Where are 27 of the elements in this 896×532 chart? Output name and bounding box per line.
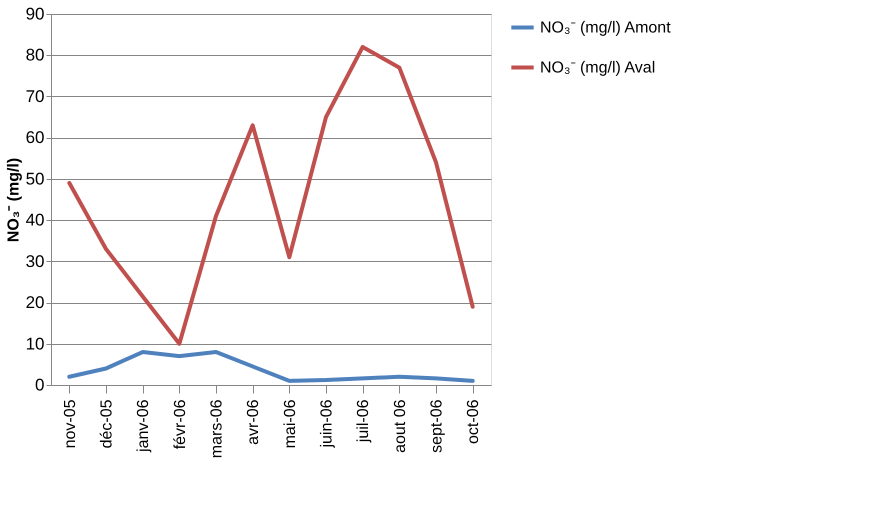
x-tick-label: sept-06 bbox=[428, 399, 446, 453]
y-tick-label: 20 bbox=[26, 293, 44, 312]
y-axis-title: NO₃⁻ (mg/l) bbox=[6, 158, 23, 242]
y-tick-label: 80 bbox=[26, 46, 44, 65]
x-tick-label: juil-06 bbox=[355, 399, 372, 444]
legend-label: NO₃⁻ (mg/l) Amont bbox=[540, 20, 672, 36]
line-series bbox=[67, 44, 475, 346]
y-tick-label: 70 bbox=[26, 86, 44, 106]
y-tick-label: 40 bbox=[26, 210, 44, 230]
x-tick-label: déc-05 bbox=[98, 399, 116, 448]
x-tick-label: juin-06 bbox=[318, 399, 336, 449]
x-tick-label: aout 06 bbox=[392, 399, 409, 453]
y-tick-label: 10 bbox=[26, 334, 44, 354]
x-tick-label: avr-06 bbox=[245, 399, 262, 445]
x-tick-label: févr-06 bbox=[172, 399, 189, 450]
y-tick-label: 30 bbox=[26, 252, 44, 271]
y-tick-label: 90 bbox=[26, 4, 44, 24]
x-tick-label: nov-05 bbox=[62, 399, 79, 448]
line-series bbox=[67, 350, 475, 383]
y-tick-label: 60 bbox=[26, 128, 44, 148]
y-tick-label: 0 bbox=[35, 376, 44, 394]
legend-label: NO₃⁻ (mg/l) Aval bbox=[540, 60, 656, 76]
x-tick-label: mai-06 bbox=[282, 399, 299, 448]
x-tick-label: oct-06 bbox=[465, 399, 482, 444]
y-tick-label: 50 bbox=[26, 169, 44, 188]
x-tick-label: janv-06 bbox=[135, 399, 152, 453]
x-tick-label: mars-06 bbox=[208, 399, 226, 458]
